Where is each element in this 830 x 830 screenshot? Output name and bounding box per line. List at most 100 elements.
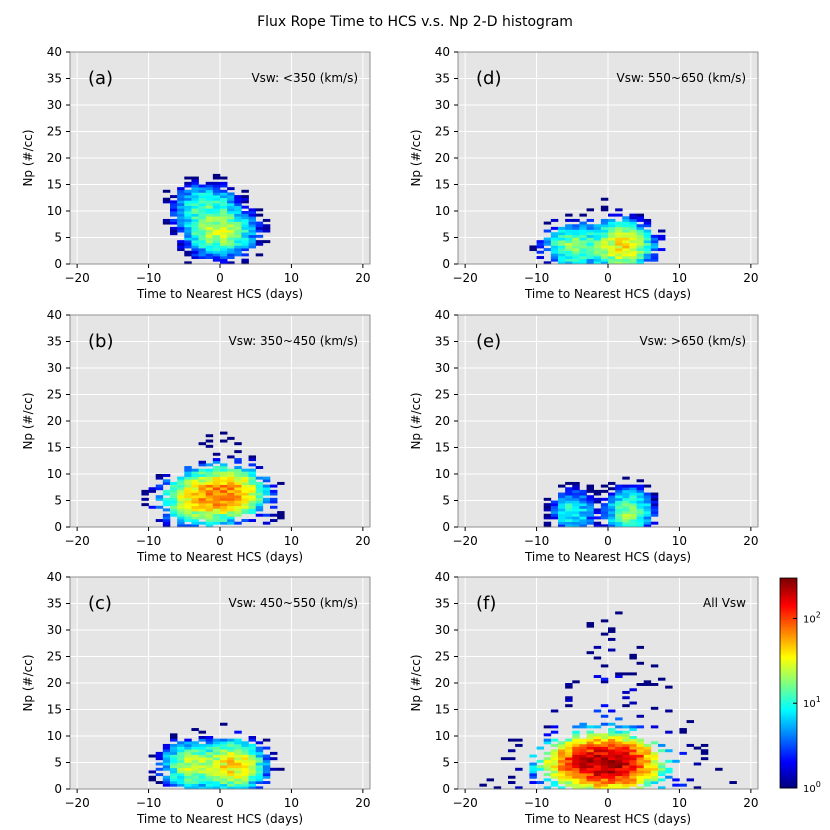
- histogram-cell: [191, 205, 199, 209]
- histogram-cell: [241, 495, 249, 499]
- histogram-cell: [615, 516, 623, 520]
- histogram-cell: [177, 495, 185, 499]
- histogram-cell: [234, 783, 242, 787]
- histogram-cell: [558, 245, 566, 249]
- histogram-cell: [262, 773, 271, 777]
- histogram-cell: [277, 767, 285, 771]
- histogram-cell: [686, 720, 695, 724]
- histogram-cell: [212, 234, 221, 238]
- histogram-cell: [572, 505, 580, 509]
- histogram-cell: [262, 240, 271, 244]
- histogram-cell: [579, 749, 587, 753]
- colorbar-segment: [780, 639, 797, 642]
- histogram-cell: [248, 224, 257, 228]
- histogram-cell: [212, 224, 221, 228]
- histogram-cell: [170, 213, 178, 217]
- histogram-cell: [622, 751, 630, 755]
- histogram-cell: [643, 492, 652, 496]
- histogram-cell: [622, 730, 630, 734]
- colorbar-segment: [780, 744, 797, 747]
- histogram-cell: [586, 508, 595, 512]
- colorbar-segment: [780, 630, 797, 633]
- histogram-cell: [508, 781, 516, 784]
- histogram-cell: [177, 245, 185, 249]
- histogram-cell: [565, 775, 573, 779]
- histogram-cell: [227, 495, 235, 499]
- histogram-cell: [234, 751, 242, 755]
- histogram-cell: [650, 248, 659, 252]
- histogram-cell: [205, 218, 214, 222]
- histogram-cell: [543, 497, 552, 501]
- histogram-cell: [543, 738, 552, 742]
- histogram-cell: [665, 749, 673, 753]
- y-tick-label: 5: [54, 494, 62, 508]
- histogram-cell: [643, 500, 652, 504]
- y-axis-label: Np (#/cc): [21, 392, 35, 449]
- histogram-cell: [155, 781, 164, 784]
- histogram-cell: [198, 216, 207, 220]
- histogram-cell: [205, 216, 214, 220]
- histogram-cell: [220, 497, 228, 501]
- histogram-cell: [234, 497, 242, 501]
- histogram-cell: [572, 240, 580, 244]
- histogram-cell: [600, 232, 609, 236]
- histogram-cell: [191, 754, 199, 758]
- histogram-cell: [220, 466, 228, 469]
- histogram-cell: [586, 248, 595, 252]
- histogram-cell: [191, 195, 199, 199]
- histogram-cell: [650, 664, 659, 668]
- histogram-cell: [220, 503, 228, 507]
- histogram-cell: [170, 743, 178, 747]
- histogram-cell: [650, 237, 659, 241]
- histogram-cell: [212, 253, 221, 257]
- histogram-cell: [227, 511, 235, 515]
- histogram-cell: [550, 508, 559, 512]
- histogram-cell: [643, 759, 652, 763]
- histogram-cell: [593, 770, 602, 774]
- histogram-cell: [643, 519, 652, 522]
- histogram-cell: [241, 751, 249, 755]
- histogram-cell: [586, 751, 595, 755]
- x-tick-label: 0: [604, 534, 612, 548]
- histogram-cell: [629, 757, 637, 761]
- histogram-cell: [184, 743, 192, 747]
- histogram-cell: [220, 476, 228, 480]
- histogram-cell: [198, 754, 207, 758]
- histogram-cell: [212, 476, 221, 480]
- histogram-cell: [636, 725, 645, 729]
- histogram-cell: [141, 497, 149, 501]
- histogram-cell: [177, 476, 185, 480]
- histogram-cell: [629, 751, 637, 755]
- histogram-cell: [565, 240, 573, 244]
- y-tick-label: 0: [54, 257, 62, 271]
- histogram-cell: [665, 770, 673, 774]
- colorbar-segment: [780, 676, 797, 679]
- histogram-cell: [162, 200, 171, 204]
- histogram-cell: [643, 508, 652, 512]
- histogram-cell: [543, 762, 552, 766]
- histogram-cell: [220, 181, 228, 185]
- colorbar-segment: [780, 688, 797, 691]
- histogram-cell: [629, 656, 637, 660]
- histogram-cell: [636, 786, 645, 790]
- histogram-cell: [543, 765, 552, 769]
- colorbar-frame: [779, 577, 798, 789]
- histogram-cell: [227, 481, 235, 485]
- histogram-cell: [227, 497, 235, 501]
- histogram-cell: [262, 226, 271, 230]
- y-tick-label: 25: [47, 388, 62, 402]
- histogram-cell: [643, 505, 652, 509]
- histogram-cell: [191, 471, 199, 475]
- histogram-cell: [572, 256, 580, 259]
- heatmap-cells: [148, 722, 285, 790]
- histogram-cell: [191, 775, 199, 779]
- histogram-cell: [586, 781, 595, 784]
- histogram-cell: [650, 500, 659, 504]
- histogram-cell: [593, 709, 602, 713]
- histogram-cell: [170, 211, 178, 214]
- histogram-cell: [191, 181, 199, 185]
- histogram-cell: [220, 224, 228, 228]
- histogram-cell: [629, 743, 637, 747]
- colorbar-segment: [780, 705, 797, 708]
